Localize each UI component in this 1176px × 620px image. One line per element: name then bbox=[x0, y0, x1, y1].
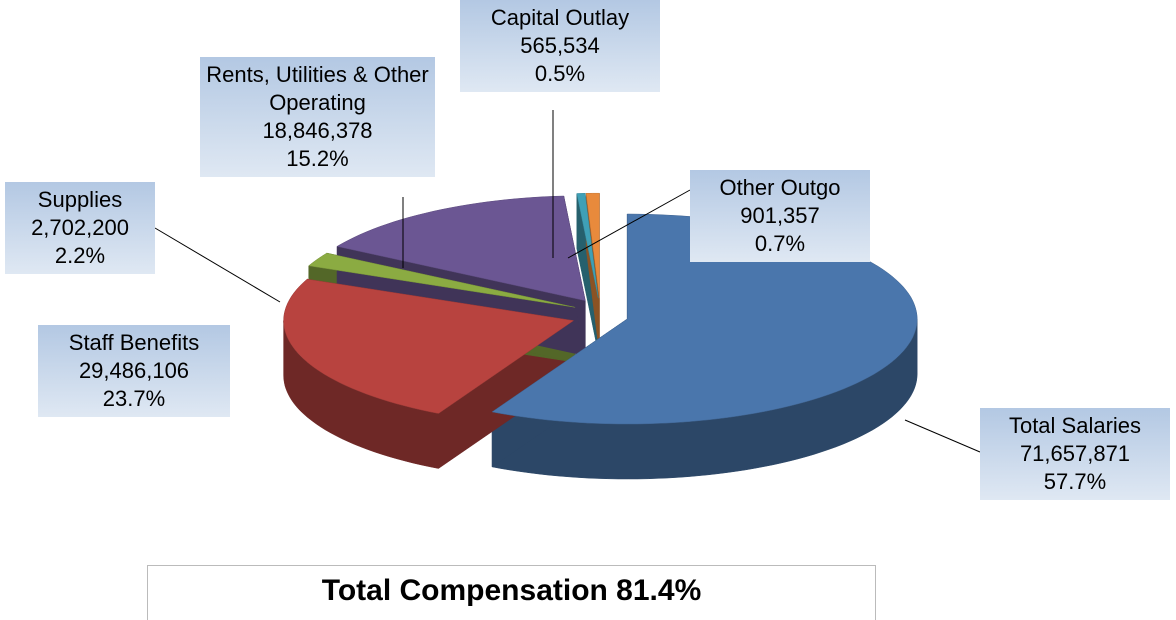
leader-line bbox=[567, 189, 691, 259]
label-value: 29,486,106 bbox=[78, 358, 190, 383]
label-percent: 15.2% bbox=[286, 146, 349, 171]
label-name: Staff Benefits bbox=[68, 330, 200, 355]
slice bbox=[576, 193, 599, 299]
label-value: 18,846,378 bbox=[262, 118, 373, 143]
label-value: 71,657,871 bbox=[1019, 441, 1131, 466]
label-name: Total Salaries bbox=[1008, 413, 1142, 438]
slice bbox=[308, 252, 576, 308]
slice bbox=[585, 192, 600, 299]
slice bbox=[336, 195, 586, 302]
label-name: Rents, Utilities & Other Operating bbox=[206, 62, 429, 115]
label-value: 2,702,200 bbox=[31, 215, 129, 240]
label-name: Supplies bbox=[37, 187, 123, 212]
label-value: 901,357 bbox=[740, 203, 820, 228]
data-label: Staff Benefits 29,486,106 23.7% bbox=[38, 325, 230, 417]
data-label: Rents, Utilities & Other Operating 18,846… bbox=[200, 57, 435, 177]
label-name: Other Outgo bbox=[719, 175, 841, 200]
label-percent: 57.7% bbox=[1043, 469, 1107, 494]
label-percent: 0.7% bbox=[754, 231, 806, 256]
total-annotation: Total Compensation 81.4% bbox=[147, 565, 876, 620]
data-label: Supplies 2,702,200 2.2% bbox=[5, 182, 155, 274]
data-label: Other Outgo 901,357 0.7% bbox=[690, 170, 870, 262]
label-percent: 23.7% bbox=[102, 386, 166, 411]
leader-line bbox=[904, 419, 981, 453]
label-percent: 0.5% bbox=[534, 61, 586, 86]
data-label: Capital Outlay 565,534 0.5% bbox=[460, 0, 660, 92]
leader-line bbox=[154, 227, 281, 303]
slice bbox=[283, 278, 575, 414]
data-label: Total Salaries 71,657,871 57.7% bbox=[980, 408, 1170, 500]
label-value: 565,534 bbox=[520, 33, 600, 58]
label-percent: 2.2% bbox=[54, 243, 106, 268]
label-name: Capital Outlay bbox=[490, 5, 630, 30]
